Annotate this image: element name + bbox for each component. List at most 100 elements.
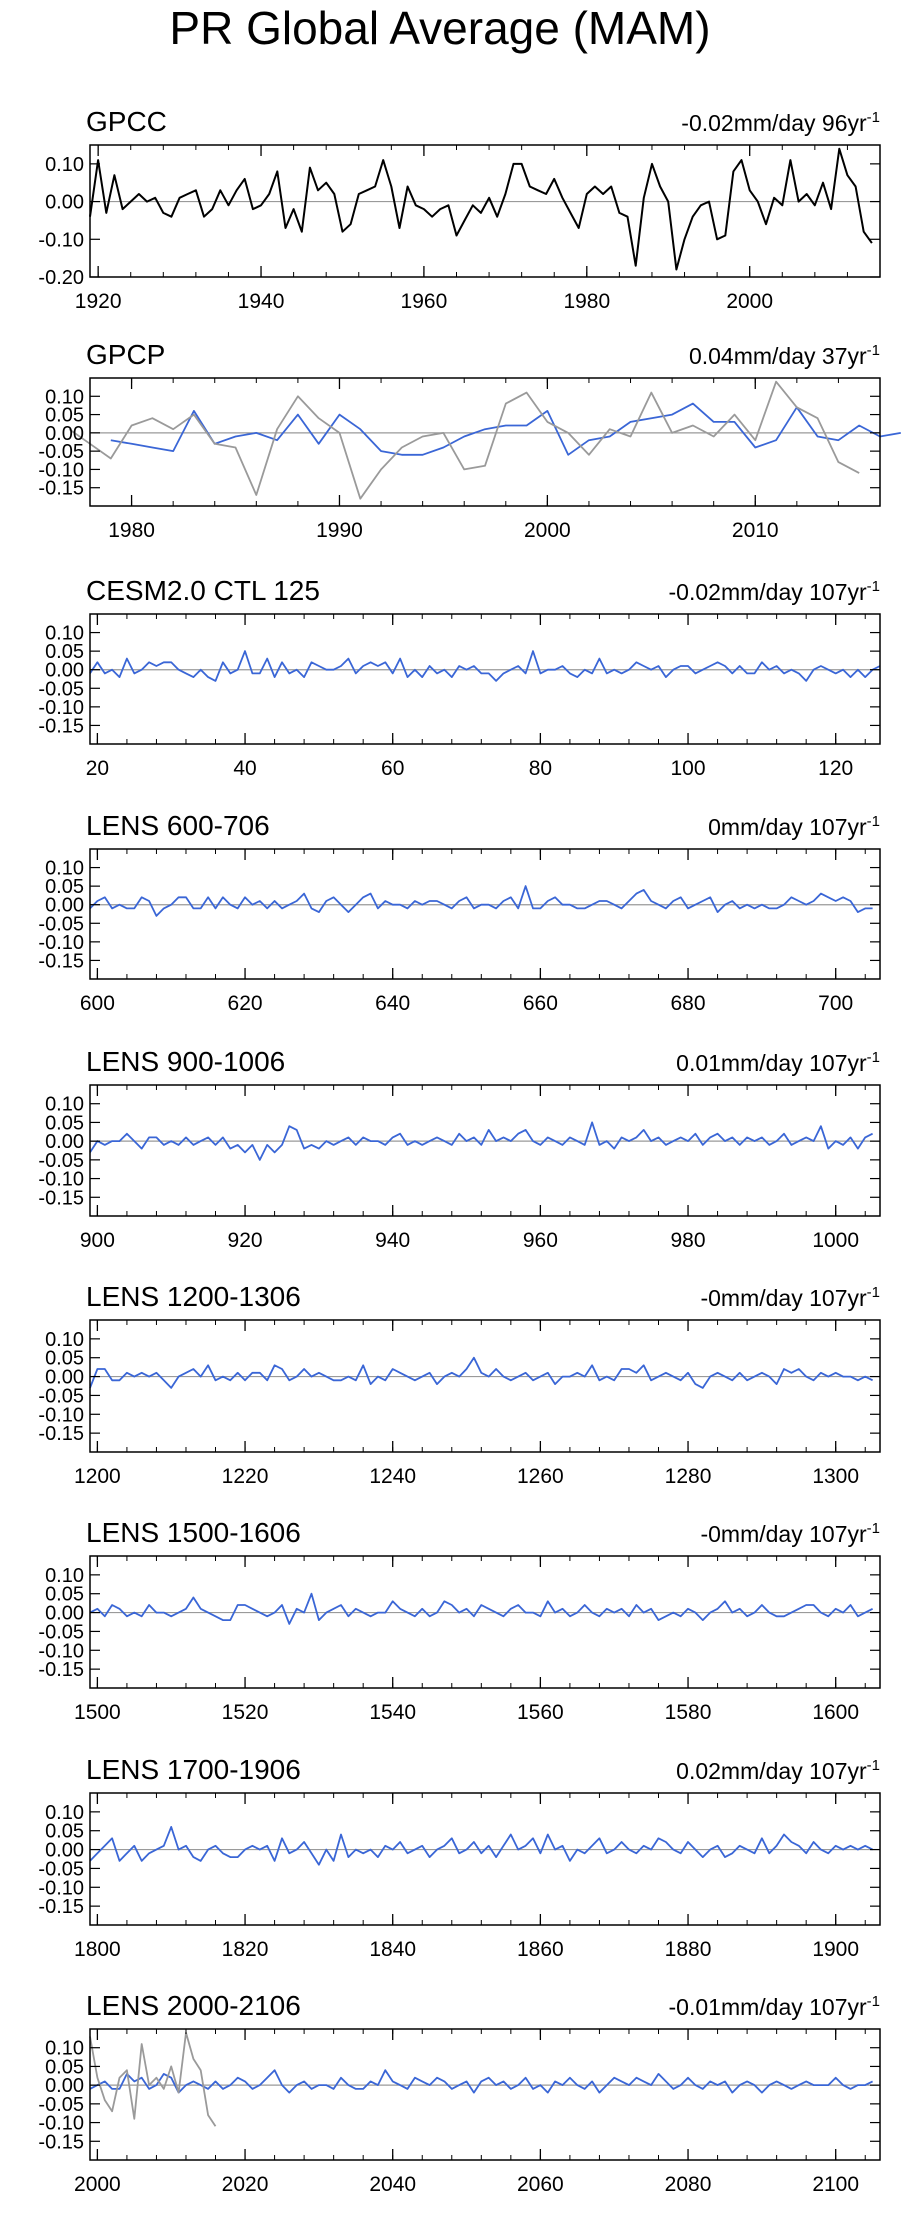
x-tick-label: 1990 xyxy=(316,519,363,542)
x-tick-label: 1500 xyxy=(74,1701,121,1724)
y-tick-label: 0.05 xyxy=(45,1821,84,1843)
x-tick-label: 1800 xyxy=(74,1938,121,1961)
y-tick-label: -0.05 xyxy=(38,1150,84,1172)
trend-label: 0.01mm/day 107yr-1 xyxy=(676,1049,880,1076)
y-tick-label: 0.00 xyxy=(45,1840,84,1862)
panel-lens-1700-1906: LENS 1700-1906 0.02mm/day 107yr-1 0.100.05… xyxy=(38,1754,881,1961)
plot-frame xyxy=(89,848,881,980)
x-tick-label: 680 xyxy=(671,992,706,1015)
x-tick-label: 1240 xyxy=(369,1465,416,1488)
y-tick-label: -0.10 xyxy=(38,1877,84,1899)
x-tick-label: 640 xyxy=(375,992,410,1015)
x-tick-label: 1820 xyxy=(222,1938,269,1961)
y-tick-label: 0.00 xyxy=(45,660,84,682)
panel-lens-900-1006: LENS 900-1006 0.01mm/day 107yr-1 0.100.050… xyxy=(38,1046,881,1252)
x-tick-label: 2060 xyxy=(517,2173,564,2196)
x-tick-label: 80 xyxy=(529,757,552,780)
y-tick-label: -0.05 xyxy=(38,2094,84,2116)
x-tick-label: 1220 xyxy=(222,1465,269,1488)
y-tick-label: 0.00 xyxy=(45,2075,84,2097)
y-tick-label: -0.15 xyxy=(38,1896,84,1918)
x-tick-label: 1600 xyxy=(812,1701,859,1724)
y-tick-label: -0.10 xyxy=(38,229,84,251)
panel-title: LENS 600-706 xyxy=(86,810,270,841)
trend-label: -0mm/day 107yr-1 xyxy=(700,1284,880,1311)
series-line xyxy=(89,885,873,917)
trend-exponent: -1 xyxy=(867,813,880,830)
y-tick-label: 0.05 xyxy=(45,876,84,898)
y-tick-label: -0.10 xyxy=(38,1404,84,1426)
series-line xyxy=(89,650,881,682)
panel-title: GPCC xyxy=(86,106,167,137)
y-tick-label: 0.10 xyxy=(45,1094,84,1116)
x-tick-label: 1960 xyxy=(401,290,448,313)
panel-title: LENS 1200-1306 xyxy=(86,1281,301,1312)
y-tick-label: -0.10 xyxy=(38,459,84,481)
x-tick-label: 940 xyxy=(375,1229,410,1252)
y-tick-label: 0.05 xyxy=(45,405,84,427)
x-tick-label: 60 xyxy=(381,757,404,780)
y-tick-label: 0.05 xyxy=(45,1584,84,1606)
y-tick-label: 0.05 xyxy=(45,2056,84,2078)
y-tick-label: 0.00 xyxy=(45,895,84,917)
x-tick-label: 1980 xyxy=(563,290,610,313)
x-tick-label: 40 xyxy=(233,757,256,780)
plot-frame xyxy=(89,1319,881,1453)
y-tick-label: 0.00 xyxy=(45,192,84,214)
x-tick-label: 1940 xyxy=(238,290,285,313)
x-tick-label: 1980 xyxy=(108,519,155,542)
series-line xyxy=(89,1356,874,1389)
trend-exponent: -1 xyxy=(867,1284,880,1301)
x-tick-label: 2080 xyxy=(665,2173,712,2196)
series-line xyxy=(89,1121,874,1161)
plot-frame xyxy=(89,1792,881,1926)
panel-title: LENS 900-1006 xyxy=(86,1046,285,1077)
y-tick-label: 0.10 xyxy=(45,154,84,176)
x-tick-label: 1900 xyxy=(812,1938,859,1961)
trend-exponent: -1 xyxy=(867,1757,880,1774)
x-tick-label: 1880 xyxy=(665,1938,712,1961)
trend-label: 0mm/day 107yr-1 xyxy=(708,813,880,840)
y-tick-label: 0.00 xyxy=(45,1603,84,1625)
y-tick-label: -0.15 xyxy=(38,950,84,972)
x-tick-label: 2040 xyxy=(369,2173,416,2196)
series-line xyxy=(89,2031,217,2127)
trend-label: 0.02mm/day 107yr-1 xyxy=(676,1757,880,1784)
y-tick-label: -0.05 xyxy=(38,678,84,700)
x-tick-label: 1540 xyxy=(369,1701,416,1724)
x-tick-label: 2000 xyxy=(74,2173,121,2196)
y-tick-label: 0.00 xyxy=(45,423,84,445)
y-tick-label: 0.05 xyxy=(45,1348,84,1370)
trend-exponent: -1 xyxy=(867,578,880,595)
y-tick-label: -0.10 xyxy=(38,2113,84,2135)
trend-label: -0.02mm/day 107yr-1 xyxy=(669,578,880,605)
plot-frame xyxy=(89,377,881,507)
plot-frame xyxy=(89,2028,881,2161)
y-tick-label: -0.10 xyxy=(38,1169,84,1191)
y-tick-label: -0.05 xyxy=(38,1385,84,1407)
y-tick-label: 0.10 xyxy=(45,1565,84,1587)
y-tick-label: -0.10 xyxy=(38,1640,84,1662)
x-tick-label: 2010 xyxy=(732,519,779,542)
plot-frame xyxy=(89,1084,881,1217)
y-tick-label: 0.00 xyxy=(45,1131,84,1153)
trend-label: -0.02mm/day 96yr-1 xyxy=(681,109,880,136)
y-tick-label: -0.10 xyxy=(38,932,84,954)
y-tick-label: 0.10 xyxy=(45,1802,84,1824)
trend-exponent: -1 xyxy=(867,342,880,359)
x-tick-label: 100 xyxy=(671,757,706,780)
trend-label: -0.01mm/day 107yr-1 xyxy=(669,1993,880,2020)
plot-frame xyxy=(89,144,881,278)
trend-label: -0mm/day 107yr-1 xyxy=(700,1520,880,1547)
x-tick-label: 1260 xyxy=(517,1465,564,1488)
x-tick-label: 1840 xyxy=(369,1938,416,1961)
series-line xyxy=(89,147,873,271)
panel-lens-1200-1306: LENS 1200-1306 -0mm/day 107yr-1 0.100.050.… xyxy=(38,1281,881,1488)
x-tick-label: 600 xyxy=(80,992,115,1015)
y-tick-label: -0.05 xyxy=(38,913,84,935)
panel-cesm2-0-ctl-125: CESM2.0 CTL 125 -0.02mm/day 107yr-10.100.… xyxy=(38,575,881,780)
panel-gpcc: GPCC -0.02mm/day 96yr-1 0.10 0.00 -0.10 -0.20… xyxy=(38,106,881,313)
trend-exponent: -1 xyxy=(867,1993,880,2010)
x-tick-label: 1300 xyxy=(812,1465,859,1488)
